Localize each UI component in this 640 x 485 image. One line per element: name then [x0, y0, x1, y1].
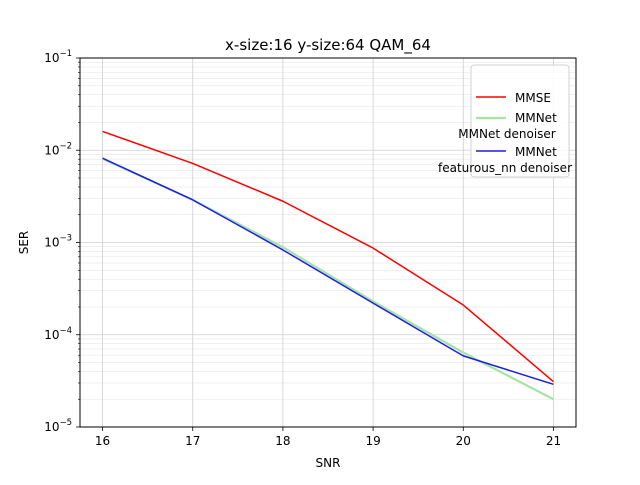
y-tick-exponent: −3	[59, 234, 72, 244]
series-lines	[102, 130, 554, 401]
chart-title: x-size:16 y-size:64 QAM_64	[225, 36, 431, 55]
legend-label-3: featurous_nn denoiser	[438, 161, 572, 175]
y-axis-label: SER	[17, 231, 31, 255]
y-tick-base: 10	[44, 51, 59, 65]
y-tick-label: 10−3	[44, 234, 72, 250]
y-tick-exponent: −5	[59, 418, 72, 428]
y-tick-label: 10−4	[44, 326, 72, 342]
x-tick-label: 19	[365, 434, 380, 448]
legend-label-1: MMSE	[515, 91, 551, 105]
grid	[80, 57, 576, 428]
y-tick-exponent: −4	[59, 326, 72, 336]
y-tick-base: 10	[44, 328, 59, 342]
x-axis-label: SNR	[316, 456, 341, 470]
legend-label-2: MMNet	[515, 111, 557, 125]
x-tick-label: 21	[546, 434, 561, 448]
y-tick-exponent: −2	[59, 141, 72, 151]
y-tick-base: 10	[44, 420, 59, 434]
y-tick-base: 10	[44, 236, 59, 250]
series-line-3	[102, 157, 554, 386]
x-tick-label: 17	[185, 434, 200, 448]
x-tick-label: 18	[275, 434, 290, 448]
y-tick-label: 10−2	[44, 141, 72, 157]
legend-box	[470, 64, 570, 178]
y-tick-exponent: −1	[59, 49, 72, 59]
x-tick-label: 16	[95, 434, 110, 448]
legend: MMSE MMNet MMNet denoiser MMNet featurous_nn…	[438, 64, 572, 178]
x-tick-label: 20	[456, 434, 471, 448]
axis-ticks: 10−110−210−310−410−516 17 18 19 20 21	[44, 49, 561, 448]
y-tick-label: 10−5	[44, 418, 72, 434]
legend-label-2: MMNet denoiser	[458, 127, 556, 141]
legend-label-3: MMNet	[515, 145, 557, 159]
y-tick-base: 10	[44, 143, 59, 157]
y-tick-label: 10−1	[44, 49, 72, 65]
series-line-1	[102, 130, 554, 383]
